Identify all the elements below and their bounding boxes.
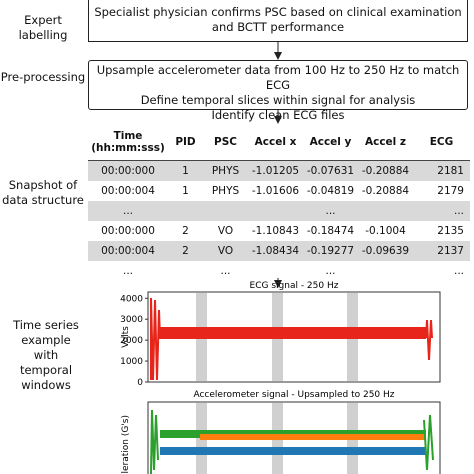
table-cell: -0.04819	[306, 185, 355, 197]
table-cell: ...	[413, 201, 470, 221]
stage-box: Specialist physician confirms PSC based …	[88, 0, 468, 42]
table-cell: 00:00:000	[101, 225, 155, 237]
stage-label: Pre-processing	[0, 70, 86, 84]
header-cell: Time (hh:mm:sss)	[88, 124, 168, 161]
table-row: 00:00:004 1 PHYS -1.01606 -0.04819 -0.20884 21…	[88, 181, 470, 201]
section-label: Snapshot of data structure	[2, 178, 84, 207]
table-cell: -0.07631	[303, 160, 358, 181]
stage-label: Expert labelling	[18, 13, 68, 42]
table-row: .........	[88, 201, 470, 221]
table-row: 00:00:000 2 VO -1.10843 -0.18474 -0.1004 2135	[88, 221, 470, 241]
header-cell: Accel z	[358, 124, 413, 161]
table-cell	[248, 201, 303, 221]
table-cell: -0.20884	[361, 185, 410, 197]
header-cell: PSC	[203, 124, 248, 161]
table-cell: 00:00:000	[88, 160, 168, 181]
table-cell: ...	[325, 265, 336, 277]
y-tick-label: 0	[137, 378, 143, 388]
table-cell: -0.20884	[358, 160, 413, 181]
signal-spike	[150, 409, 434, 474]
table-cell: -1.01606	[251, 185, 300, 197]
table-cell: 2	[168, 241, 203, 261]
table-cell: ...	[303, 201, 358, 221]
header-cell: ECG	[413, 124, 470, 161]
ecg-chart: ECG signal - 250 Hz Volts 0 1000 2000 3000 4…	[120, 281, 441, 388]
box-line: Define temporal slices within signal for…	[140, 93, 416, 107]
table-cell: 2179	[437, 185, 464, 197]
table-cell: 00:00:004	[101, 185, 155, 197]
table-cell: 2137	[413, 241, 470, 261]
chart-title: Accelerometer signal - Upsampled to 250 …	[193, 390, 394, 400]
table-cell: -0.1004	[365, 225, 406, 237]
table-cell: -1.01205	[248, 160, 303, 181]
accel-chart: Accelerometer signal - Upsampled to 250 …	[121, 390, 441, 474]
table-cell: -1.10843	[251, 225, 300, 237]
table-cell: -0.09639	[358, 241, 413, 261]
signal	[158, 327, 426, 339]
box-line: Upsample accelerometer data from 100 Hz …	[96, 63, 460, 92]
table-cell: -1.08434	[248, 241, 303, 261]
table-cell: VO	[217, 225, 234, 237]
signal-spike	[150, 297, 433, 381]
table-cell	[358, 201, 413, 221]
y-tick-label: 4000	[120, 294, 143, 304]
table-cell	[203, 201, 248, 221]
table-cell: ...	[453, 265, 464, 277]
table-cell: PHYS	[203, 160, 248, 181]
signal	[160, 447, 426, 455]
header-cell: Accel y	[303, 124, 358, 161]
y-tick-label: 3000	[120, 315, 143, 325]
table-row: 00:00:000 1 PHYS -1.01205 -0.07631 -0.20884 21…	[88, 160, 470, 181]
table-cell: 1	[168, 160, 203, 181]
table-cell: 1	[182, 185, 189, 197]
table-row: 00:00:004 2 VO -1.08434 -0.19277 -0.09639 2137	[88, 241, 470, 261]
table-cell: ...	[220, 265, 231, 277]
axes-frame	[147, 291, 441, 383]
table-cell: PHYS	[211, 185, 240, 197]
table-cell: -0.19277	[303, 241, 358, 261]
table-cell: 2	[182, 225, 189, 237]
y-axis-label: Acceleration (G's)	[121, 415, 131, 474]
table-cell: ...	[122, 265, 133, 277]
table-row: ............	[88, 261, 470, 281]
y-axis-label: Volts	[121, 326, 131, 348]
signal	[200, 434, 426, 440]
header-cell: PID	[168, 124, 203, 161]
header-cell: Accel x	[248, 124, 303, 161]
section-label: Time series example with temporal window…	[13, 318, 79, 392]
box-line: and BCTT performance	[211, 20, 345, 34]
chart-title: ECG signal - 250 Hz	[250, 281, 339, 291]
y-tick-label: 2000	[120, 336, 143, 346]
table-cell: 00:00:004	[88, 241, 168, 261]
table-cell: 2181	[413, 160, 470, 181]
table-cell: VO	[203, 241, 248, 261]
data-table: Time (hh:mm:sss) PID PSC Accel x Accel y Acce…	[88, 124, 470, 281]
axes-frame	[147, 401, 441, 474]
table-cell: ...	[88, 201, 168, 221]
table-cell: 2135	[437, 225, 464, 237]
table-cell	[168, 201, 203, 221]
y-tick-label: 1000	[120, 357, 143, 367]
table-cell: -0.18474	[306, 225, 355, 237]
box-line: Specialist physician confirms PSC based …	[94, 5, 462, 19]
stage-box: Upsample accelerometer data from 100 Hz …	[88, 60, 468, 122]
